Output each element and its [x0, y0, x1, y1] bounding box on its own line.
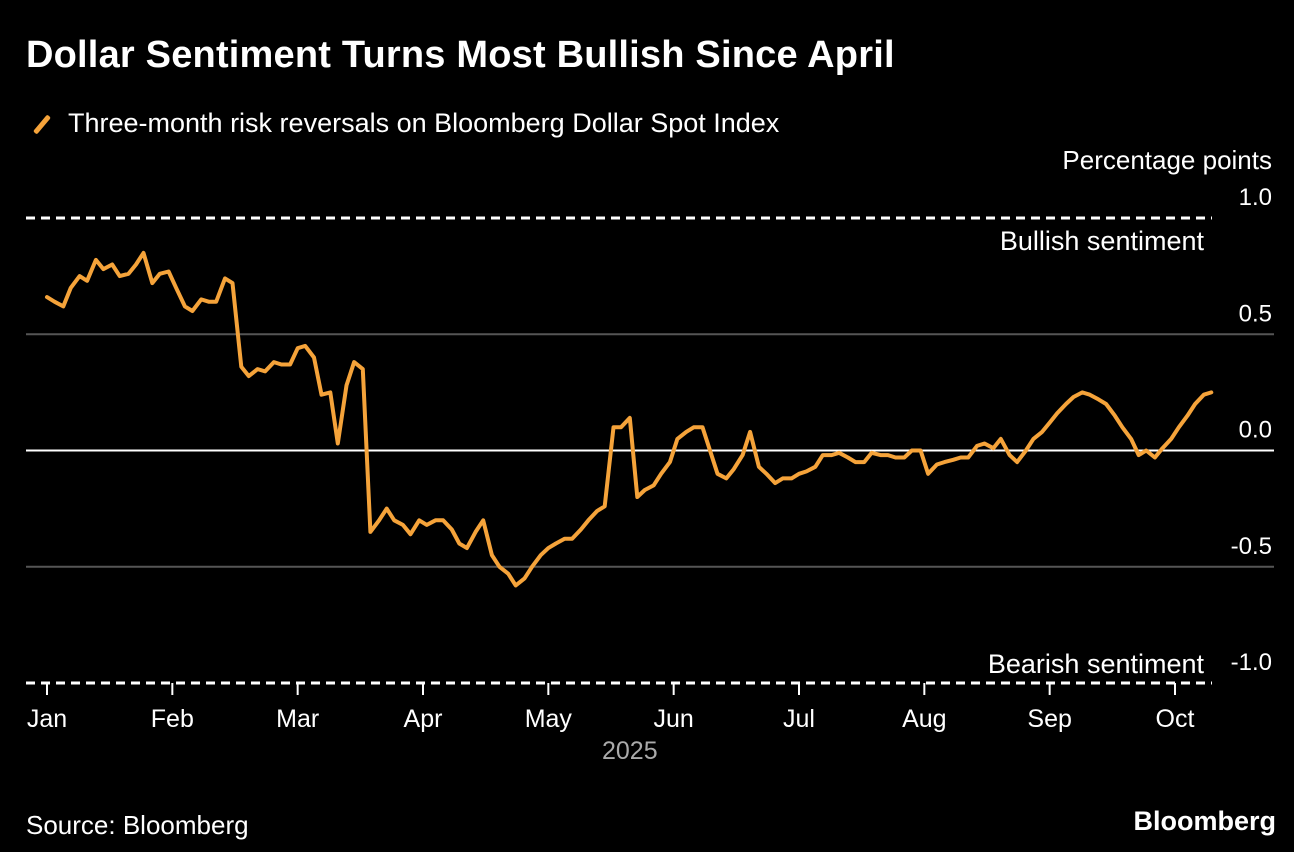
- legend-label: Three-month risk reversals on Bloomberg …: [68, 108, 780, 138]
- series-line-risk-reversals: [45, 250, 1214, 588]
- x-axis-year-label: 2025: [602, 737, 658, 765]
- x-tick-label: Mar: [276, 705, 319, 733]
- bullish-sentiment-label: Bullish sentiment: [1000, 226, 1205, 256]
- x-tick-label: Sep: [1027, 705, 1071, 733]
- bearish-sentiment-label: Bearish sentiment: [988, 649, 1205, 679]
- y-tick-label: -1.0: [1231, 649, 1272, 676]
- x-tick-label: May: [525, 705, 573, 733]
- y-tick-label: 1.0: [1239, 184, 1272, 211]
- source-note: Source: Bloomberg: [26, 810, 249, 840]
- x-tick-label: Oct: [1156, 705, 1195, 733]
- y-tick-label: -0.5: [1231, 533, 1272, 560]
- legend: Three-month risk reversals on Bloomberg …: [26, 108, 779, 139]
- x-tick-label: Jan: [27, 705, 67, 733]
- y-tick-label: 0.5: [1239, 300, 1272, 327]
- bloomberg-logo: Bloomberg: [1133, 806, 1276, 836]
- x-tick-label: Apr: [404, 705, 443, 733]
- x-tick-label: Feb: [151, 705, 194, 733]
- y-axis-unit-label: Percentage points: [1062, 145, 1272, 175]
- x-tick-label: Aug: [902, 705, 946, 733]
- y-tick-label: 0.0: [1239, 417, 1272, 444]
- x-tick-label: Jun: [654, 705, 694, 733]
- chart-title: Dollar Sentiment Turns Most Bullish Sinc…: [26, 34, 895, 76]
- x-tick-label: Jul: [783, 705, 815, 733]
